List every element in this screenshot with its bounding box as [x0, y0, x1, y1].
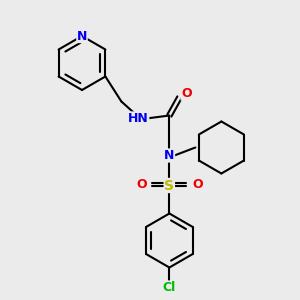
Text: O: O	[136, 178, 147, 191]
Text: HN: HN	[128, 112, 149, 125]
Text: O: O	[192, 178, 203, 191]
Text: Cl: Cl	[163, 281, 176, 294]
Text: N: N	[164, 149, 175, 162]
Text: S: S	[164, 178, 174, 193]
Text: O: O	[181, 87, 192, 100]
Text: N: N	[77, 29, 87, 43]
